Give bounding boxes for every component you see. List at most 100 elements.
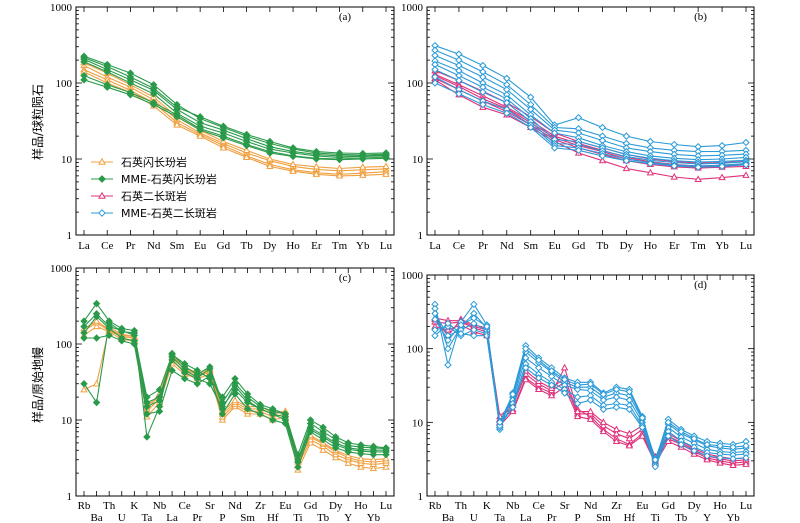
data-point xyxy=(522,344,530,353)
data-point xyxy=(149,90,158,98)
data-point xyxy=(92,334,101,342)
x-tick-label: Dy xyxy=(329,500,343,512)
legend-marker xyxy=(98,209,106,217)
data-point xyxy=(742,442,750,450)
data-point xyxy=(431,65,439,74)
data-point xyxy=(80,380,88,388)
y-tick-label: 1 xyxy=(67,230,73,242)
series-line xyxy=(434,60,747,161)
plot-frame xyxy=(426,6,755,236)
data-point xyxy=(80,58,88,66)
series-line xyxy=(434,76,747,167)
data-point xyxy=(729,461,737,469)
data-point xyxy=(586,396,595,404)
series xyxy=(431,51,750,160)
data-point xyxy=(143,402,151,411)
x-tick-label: Tb xyxy=(675,512,688,523)
data-point xyxy=(586,380,595,388)
y-tick-label: 1 xyxy=(418,491,424,503)
legend-marker xyxy=(98,175,106,183)
series-line xyxy=(83,75,387,160)
panel-label: (a) xyxy=(339,11,352,23)
x-tick-label: Lu xyxy=(380,240,393,252)
data-point xyxy=(573,399,582,408)
data-point xyxy=(206,372,214,380)
data-point xyxy=(243,396,252,405)
data-point xyxy=(92,322,101,330)
data-point xyxy=(80,76,88,84)
data-point xyxy=(638,423,647,432)
data-point xyxy=(193,374,201,383)
panel-label: (c) xyxy=(339,272,352,284)
data-point xyxy=(612,385,621,394)
data-point xyxy=(266,137,274,146)
data-point xyxy=(670,162,678,170)
y-tick-label: 10 xyxy=(412,154,424,166)
x-tick-label: Yb xyxy=(726,512,740,523)
series xyxy=(431,41,750,151)
legend-item: 石英二长斑岩 xyxy=(91,189,187,203)
data-point xyxy=(509,407,517,415)
data-point xyxy=(670,172,678,180)
data-point xyxy=(646,159,655,168)
data-point xyxy=(573,385,582,394)
x-tick-label: Ta xyxy=(494,512,505,523)
x-tick-label: Gd xyxy=(304,500,318,512)
data-point xyxy=(382,162,390,169)
data-point xyxy=(155,407,164,416)
data-point xyxy=(369,448,378,456)
data-point xyxy=(312,170,321,177)
data-point xyxy=(550,144,559,152)
data-point xyxy=(586,407,595,415)
x-tick-label: K xyxy=(483,500,491,512)
data-point xyxy=(444,361,452,369)
data-point xyxy=(266,162,274,169)
data-point xyxy=(612,393,621,401)
data-point xyxy=(534,374,543,382)
data-point xyxy=(218,410,227,418)
legend-label: MME-石英闪长玢岩 xyxy=(121,172,217,186)
data-point xyxy=(242,146,251,153)
x-tick-label: P xyxy=(574,512,580,523)
data-point xyxy=(479,100,487,109)
data-point xyxy=(269,410,277,418)
x-tick-label: Ce xyxy=(453,240,465,252)
x-tick-label: Tb xyxy=(240,240,253,252)
data-point xyxy=(716,459,724,466)
data-point xyxy=(126,79,135,87)
data-point xyxy=(664,432,672,440)
series-line xyxy=(83,61,387,158)
y-tick-label: 100 xyxy=(407,344,424,356)
data-point xyxy=(625,441,634,449)
x-tick-label: Nd xyxy=(584,500,598,512)
data-point xyxy=(729,455,737,463)
data-point xyxy=(718,173,726,181)
x-tick-label: Zr xyxy=(611,500,622,512)
x-tick-label: Nd xyxy=(147,240,161,252)
series-line xyxy=(434,45,747,148)
data-point xyxy=(625,429,634,437)
series-line xyxy=(434,54,747,157)
x-tick-label: Dy xyxy=(620,240,634,252)
data-point xyxy=(479,61,487,70)
x-tick-label: Sr xyxy=(205,500,215,512)
y-tick-label: 1000 xyxy=(50,2,73,14)
legend-item: MME-石英二长斑岩 xyxy=(91,206,217,220)
data-point xyxy=(256,405,264,413)
x-tick-label: Ho xyxy=(354,500,368,512)
data-point xyxy=(503,109,511,117)
data-point xyxy=(196,113,204,121)
data-point xyxy=(470,331,478,340)
x-tick-label: Ho xyxy=(713,500,727,512)
x-tick-label: U xyxy=(470,512,478,523)
data-point xyxy=(289,152,297,161)
data-point xyxy=(574,146,583,155)
data-point xyxy=(742,138,750,147)
data-point xyxy=(534,385,543,392)
x-tick-label: La xyxy=(520,512,532,523)
x-tick-label: Y xyxy=(703,512,711,523)
series-line xyxy=(83,62,387,170)
data-point xyxy=(359,163,367,170)
x-tick-label: Hf xyxy=(624,512,636,523)
data-point xyxy=(319,446,327,453)
